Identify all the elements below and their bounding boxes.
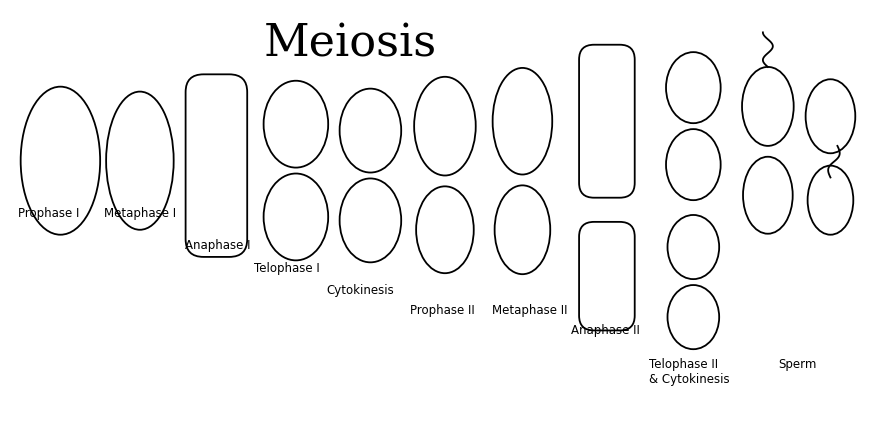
Ellipse shape — [263, 173, 328, 261]
Ellipse shape — [414, 77, 475, 176]
Text: Telophase I: Telophase I — [254, 262, 320, 275]
Text: Meiosis: Meiosis — [263, 23, 436, 66]
Text: Sperm: Sperm — [777, 358, 815, 371]
Text: Metaphase I: Metaphase I — [104, 207, 176, 220]
Text: Telophase II
& Cytokinesis: Telophase II & Cytokinesis — [648, 358, 728, 386]
Ellipse shape — [741, 67, 793, 146]
Text: Anaphase II: Anaphase II — [570, 323, 640, 337]
Ellipse shape — [667, 285, 719, 349]
Ellipse shape — [339, 178, 401, 262]
Ellipse shape — [21, 87, 100, 235]
Ellipse shape — [494, 185, 549, 274]
Text: Anaphase I: Anaphase I — [184, 239, 249, 252]
Ellipse shape — [806, 166, 852, 235]
Ellipse shape — [666, 52, 720, 123]
Ellipse shape — [339, 89, 401, 173]
FancyBboxPatch shape — [579, 45, 634, 198]
Text: Prophase II: Prophase II — [409, 304, 474, 317]
Ellipse shape — [492, 68, 552, 175]
Ellipse shape — [263, 81, 328, 167]
Ellipse shape — [667, 215, 719, 279]
Ellipse shape — [106, 92, 174, 230]
Ellipse shape — [666, 129, 720, 200]
Text: Metaphase II: Metaphase II — [491, 304, 567, 317]
Ellipse shape — [805, 79, 854, 153]
Text: Cytokinesis: Cytokinesis — [327, 284, 394, 297]
FancyBboxPatch shape — [185, 74, 247, 257]
Ellipse shape — [742, 157, 792, 234]
Text: Prophase I: Prophase I — [17, 207, 79, 220]
Ellipse shape — [415, 186, 474, 273]
FancyBboxPatch shape — [579, 222, 634, 331]
